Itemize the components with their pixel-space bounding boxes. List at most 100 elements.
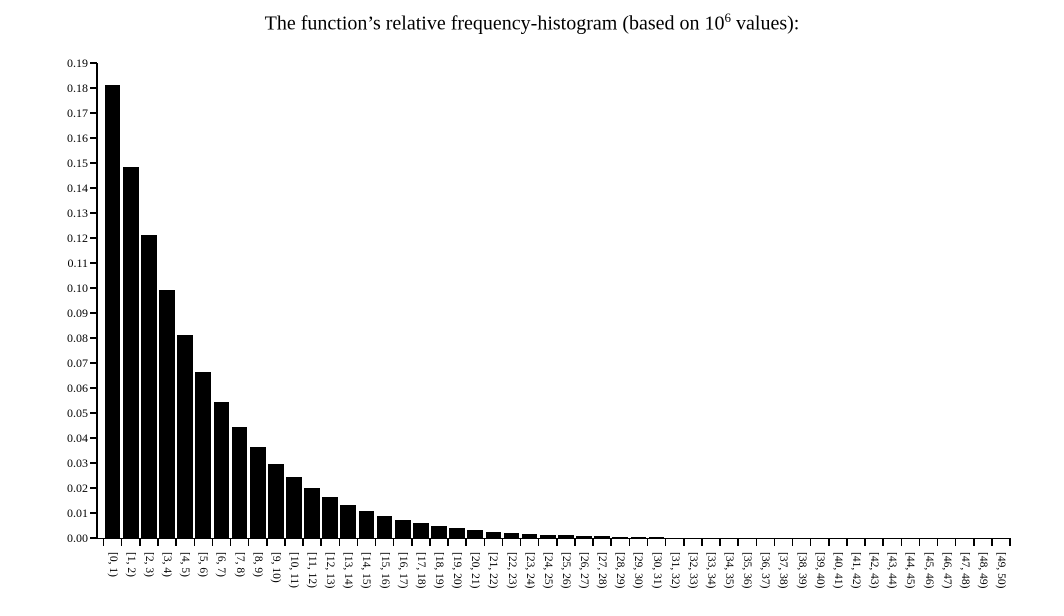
x-tick xyxy=(791,538,794,546)
bar xyxy=(322,497,339,538)
y-tick xyxy=(90,337,97,339)
x-tick xyxy=(247,538,250,546)
x-tick-label: [17, 18) xyxy=(414,552,427,589)
x-tick-label: [44, 45) xyxy=(904,552,917,589)
x-tick-label: [26, 27) xyxy=(578,552,591,589)
x-tick xyxy=(809,538,812,546)
x-tick-label: [5, 6) xyxy=(197,552,210,577)
x-tick-label: [28, 29) xyxy=(614,552,627,589)
x-tick xyxy=(574,538,576,546)
bar xyxy=(231,427,248,538)
bar xyxy=(521,534,538,538)
chart-title-suffix: values): xyxy=(731,12,800,35)
x-tick-label: [3, 4) xyxy=(161,552,174,577)
bar xyxy=(539,535,556,538)
x-tick xyxy=(846,538,848,546)
y-tick xyxy=(90,187,97,189)
y-tick xyxy=(90,412,97,414)
bar xyxy=(467,530,484,538)
x-tick-label: [42, 43) xyxy=(868,552,881,589)
y-tick xyxy=(90,212,97,214)
x-tick xyxy=(610,538,612,546)
x-tick xyxy=(936,538,939,546)
x-tick xyxy=(465,538,467,546)
x-tick xyxy=(882,538,884,546)
x-tick-label: [15, 16) xyxy=(378,552,391,589)
x-tick-label: [41, 42) xyxy=(849,552,862,589)
x-tick xyxy=(900,538,903,546)
y-tick-label: 0.06 xyxy=(67,381,88,395)
x-tick-label: [24, 25) xyxy=(541,552,554,589)
x-tick-label: [48, 49) xyxy=(976,552,989,589)
bar xyxy=(213,402,230,538)
chart-title-text: The function’s relative frequency-histog… xyxy=(264,12,725,35)
bar xyxy=(594,536,610,538)
x-tick-label: [0, 1) xyxy=(106,552,119,577)
x-tick xyxy=(429,538,431,546)
x-tick xyxy=(592,538,594,546)
bar xyxy=(558,535,574,538)
x-tick-label: [33, 34) xyxy=(704,552,717,589)
x-tick-label: [38, 39) xyxy=(795,552,808,589)
bar xyxy=(394,520,411,538)
y-tick xyxy=(90,87,97,89)
x-tick xyxy=(973,538,975,546)
x-tick-label: [35, 36) xyxy=(741,552,754,589)
y-tick xyxy=(90,512,97,514)
x-tick xyxy=(356,538,359,546)
x-tick xyxy=(646,538,649,546)
x-tick xyxy=(755,538,758,546)
chart-title-exponent: 6 xyxy=(724,10,732,25)
x-tick-label: [49, 50) xyxy=(995,552,1008,589)
x-tick-label: [10, 11) xyxy=(287,552,300,588)
y-tick xyxy=(90,62,97,64)
bar xyxy=(376,516,393,538)
y-tick-label: 0.07 xyxy=(67,356,88,370)
x-tick xyxy=(392,538,395,546)
y-tick xyxy=(90,112,97,114)
y-tick-label: 0.15 xyxy=(67,156,88,170)
x-tick-label: [31, 32) xyxy=(668,552,681,589)
chart-title: The function’s relative frequency-histog… xyxy=(0,10,1064,36)
y-tick xyxy=(90,312,97,314)
x-tick-label: [9, 10) xyxy=(269,552,282,583)
x-tick xyxy=(120,538,123,546)
y-tick xyxy=(90,387,97,389)
y-tick-label: 0.02 xyxy=(67,481,88,495)
x-tick-label: [19, 20) xyxy=(451,552,464,589)
y-tick-label: 0.08 xyxy=(67,331,88,345)
x-tick-label: [46, 47) xyxy=(940,552,953,589)
bar xyxy=(358,511,375,538)
x-tick xyxy=(683,538,685,546)
y-tick-label: 0.10 xyxy=(67,281,88,295)
x-tick xyxy=(828,538,830,546)
x-tick xyxy=(229,538,232,546)
bar xyxy=(249,447,266,538)
y-tick xyxy=(90,487,97,489)
bar xyxy=(304,488,320,538)
y-tick-label: 0.13 xyxy=(67,206,88,220)
x-tick xyxy=(157,538,159,546)
x-tick-label: [11, 12) xyxy=(306,552,319,588)
x-tick-label: [30, 31) xyxy=(650,552,663,589)
x-tick xyxy=(664,538,667,546)
y-tick xyxy=(90,137,97,139)
y-tick-label: 0.17 xyxy=(67,106,88,120)
y-tick xyxy=(90,162,97,164)
x-tick-label: [14, 15) xyxy=(360,552,373,589)
y-tick xyxy=(90,437,97,439)
x-tick-label: [45, 46) xyxy=(922,552,935,589)
x-tick-label: [36, 37) xyxy=(759,552,772,589)
x-tick xyxy=(284,538,286,546)
x-tick-label: [12, 13) xyxy=(324,552,337,589)
x-tick-label: [47, 48) xyxy=(958,552,971,589)
bar xyxy=(449,528,465,538)
x-tick-label: [40, 41) xyxy=(831,552,844,589)
x-tick-label: [32, 33) xyxy=(686,552,699,589)
x-tick-label: [18, 19) xyxy=(433,552,445,589)
x-tick-label: [21, 22) xyxy=(487,552,500,589)
x-tick xyxy=(483,538,486,546)
x-tick-label: [8, 9) xyxy=(251,552,264,577)
bar xyxy=(630,537,647,538)
